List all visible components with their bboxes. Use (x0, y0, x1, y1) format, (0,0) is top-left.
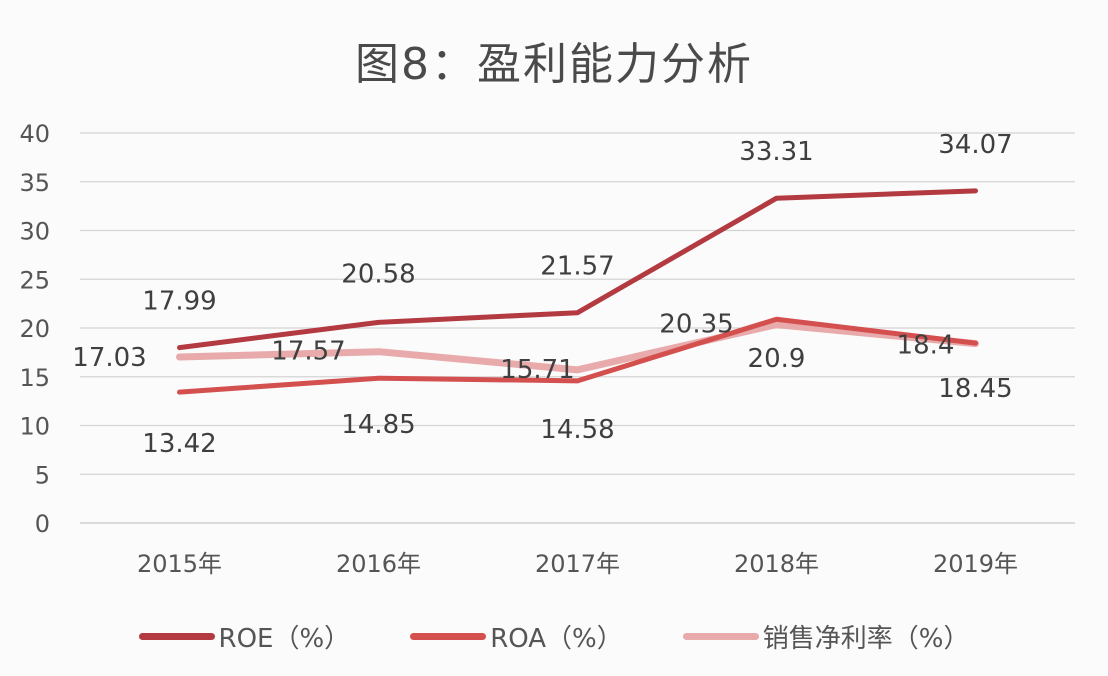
y-tick-label: 25 (19, 266, 50, 294)
y-tick-label: 0 (35, 510, 50, 538)
y-tick-label: 5 (35, 461, 50, 489)
data-label: 18.4 (897, 331, 955, 361)
legend-label: ROE（%） (218, 624, 351, 654)
y-tick-label: 40 (19, 120, 50, 148)
legend-swatch (682, 633, 759, 640)
x-tick-label: 2019年 (933, 550, 1018, 578)
legend-swatch (410, 633, 487, 640)
legend-item: ROE（%） (138, 618, 351, 655)
legend-item: ROA（%） (410, 618, 623, 655)
x-tick-label: 2017年 (535, 550, 620, 578)
y-tick-label: 15 (19, 364, 50, 392)
x-tick-label: 2016年 (336, 550, 421, 578)
legend: ROE（%） ROA（%） 销售净利率（%） (0, 618, 1108, 655)
legend-item: 销售净利率（%） (682, 618, 970, 655)
data-label: 18.45 (938, 374, 1012, 404)
x-tick-label: 2015年 (137, 550, 222, 578)
data-label: 34.07 (938, 130, 1012, 160)
data-label: 20.35 (659, 310, 733, 340)
legend-swatch (138, 633, 215, 640)
y-tick-label: 10 (19, 413, 50, 441)
x-tick-label: 2018年 (734, 550, 819, 578)
data-label: 20.58 (341, 259, 415, 289)
y-tick-label: 35 (19, 169, 50, 197)
data-label: 20.9 (748, 344, 806, 374)
data-label: 17.57 (271, 337, 345, 367)
y-tick-label: 30 (19, 218, 50, 246)
chart-title: 图8：盈利能力分析 (355, 39, 753, 90)
data-label: 33.31 (739, 137, 813, 167)
data-label: 13.42 (142, 429, 216, 459)
data-label: 14.58 (540, 415, 614, 445)
data-label: 17.99 (142, 287, 216, 317)
data-label: 15.71 (500, 355, 574, 385)
legend-label: 销售净利率（%） (762, 624, 970, 654)
legend-label: ROA（%） (490, 624, 623, 654)
data-label: 14.85 (341, 410, 415, 440)
data-label: 17.03 (72, 343, 146, 373)
y-tick-label: 20 (19, 315, 50, 343)
data-label: 21.57 (540, 252, 614, 282)
